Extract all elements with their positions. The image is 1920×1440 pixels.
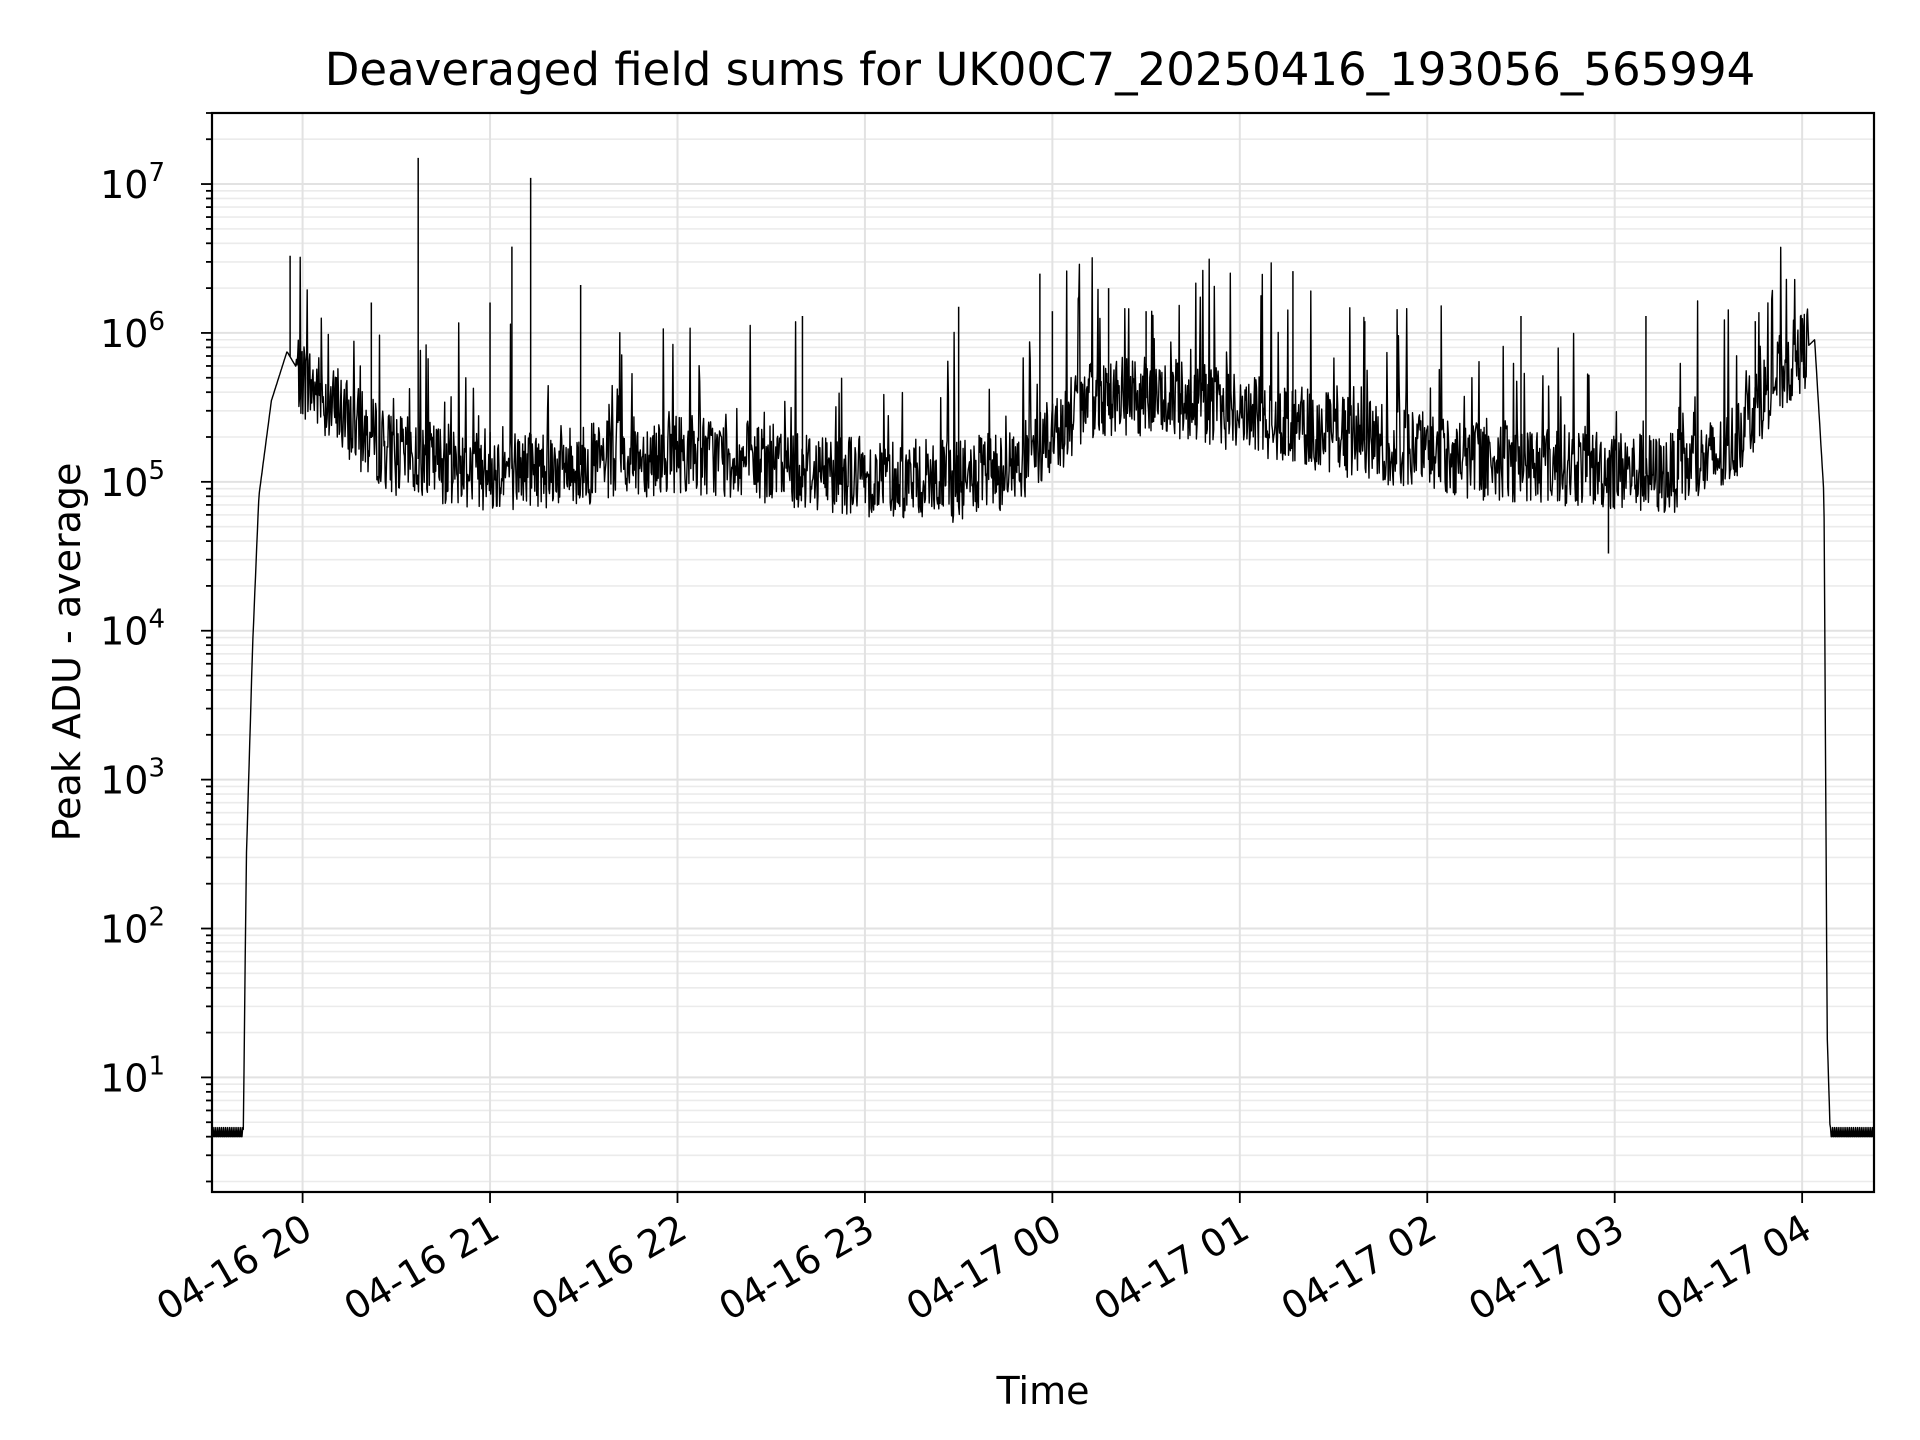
y-tick-base: 10: [100, 908, 148, 952]
y-tick-exponent: 6: [148, 307, 165, 337]
y-tick-exponent: 5: [148, 456, 165, 486]
y-tick-label: 102: [100, 903, 165, 952]
y-tick-label: 104: [100, 605, 165, 654]
y-tick-label: 107: [100, 158, 165, 207]
y-tick-base: 10: [100, 312, 148, 356]
y-tick-base: 10: [100, 610, 148, 654]
y-tick-base: 10: [100, 759, 148, 803]
chart-title: Deaveraged field sums for UK00C7_2025041…: [325, 43, 1755, 96]
y-tick-base: 10: [100, 163, 148, 207]
y-tick-base: 10: [100, 461, 148, 505]
grid: [212, 112, 1874, 1192]
y-axis-label: Peak ADU - average: [45, 463, 89, 842]
y-tick-label: 106: [100, 307, 165, 356]
y-tick-exponent: 1: [148, 1051, 165, 1081]
y-tick-label: 103: [100, 754, 165, 803]
y-tick-exponent: 7: [148, 158, 165, 188]
y-tick-exponent: 2: [148, 903, 165, 933]
y-tick-label: 101: [100, 1051, 165, 1100]
y-tick-exponent: 3: [148, 754, 165, 784]
series-line: [211, 246, 1875, 1138]
x-axis-label: Time: [996, 1369, 1090, 1413]
y-tick-base: 10: [100, 1056, 148, 1100]
y-tick-exponent: 4: [148, 605, 165, 635]
plot-area-frame: [210, 111, 1876, 1194]
y-tick-label: 105: [100, 456, 165, 505]
